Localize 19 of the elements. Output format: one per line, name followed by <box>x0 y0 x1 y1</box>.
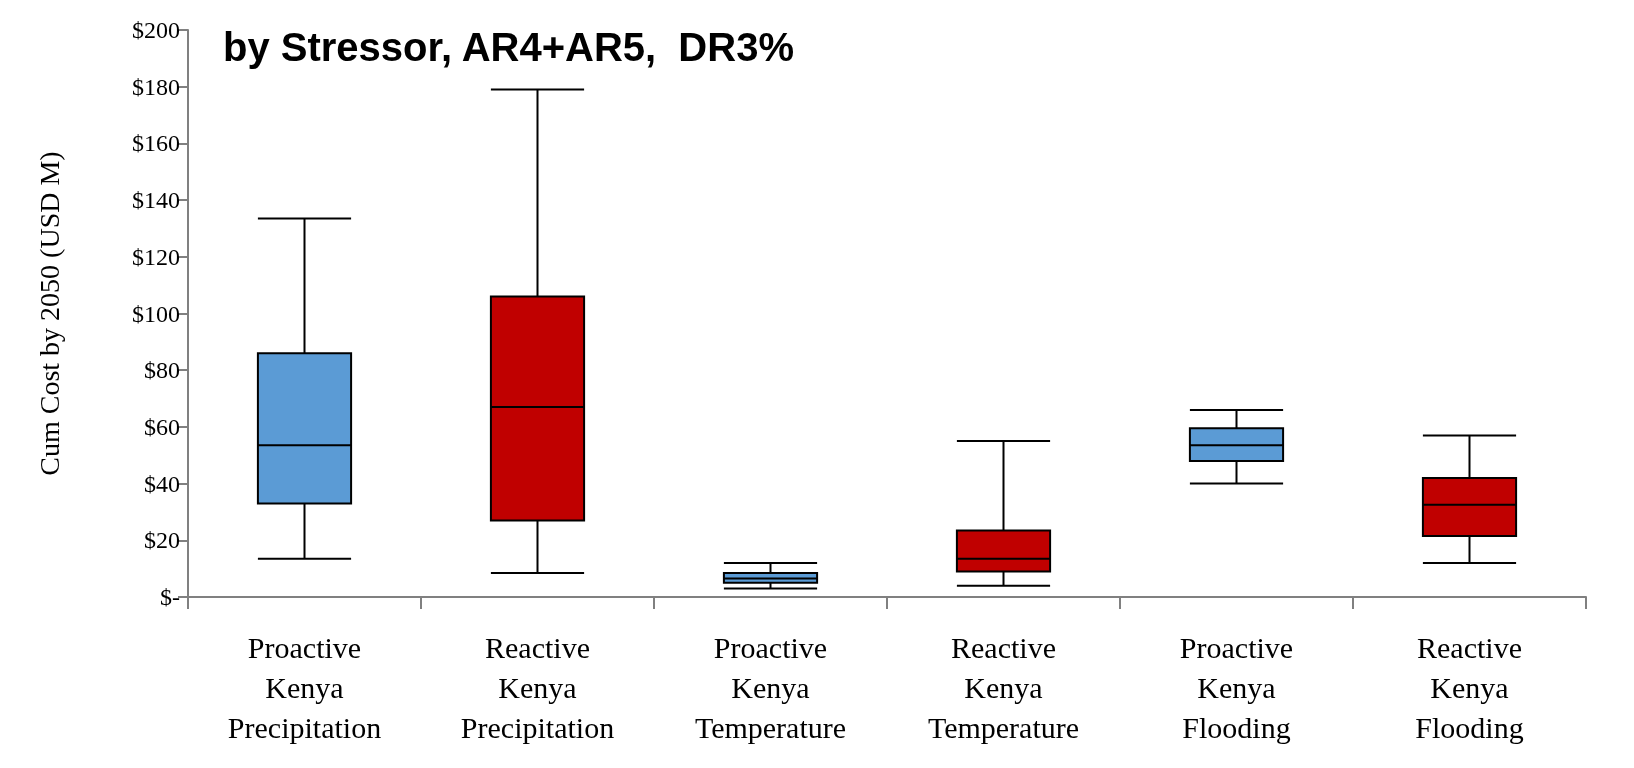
y-tick-label: $- <box>160 584 180 610</box>
y-tick-label: $60 <box>144 413 180 440</box>
x-tick-label: Proactive Kenya Flooding <box>1179 630 1294 744</box>
y-axis-title: Cum Cost by 2050 (USD M) <box>33 151 65 476</box>
y-tick-label: $40 <box>144 470 180 497</box>
x-tick-label: Reactive Kenya Flooding <box>1415 630 1524 744</box>
y-tick-label: $20 <box>144 527 180 554</box>
y-tick-label: $120 <box>132 243 180 270</box>
y-tick-label: $80 <box>144 357 180 384</box>
y-tick-label: $100 <box>132 300 180 327</box>
y-tick-label: $140 <box>132 187 180 214</box>
y-tick-label: $200 <box>132 17 180 43</box>
y-tick-label: $160 <box>132 130 180 157</box>
x-tick-label: Reactive Kenya Temperature <box>927 630 1080 744</box>
x-tick-label: Reactive Kenya Precipitation <box>460 630 615 744</box>
x-tick-label: Proactive Kenya Temperature <box>694 630 847 744</box>
chart-title: by Stressor, AR4+AR5, DR3% <box>223 25 794 69</box>
y-tick-label: $180 <box>132 73 180 100</box>
x-tick-label: Proactive Kenya Precipitation <box>227 630 382 744</box>
